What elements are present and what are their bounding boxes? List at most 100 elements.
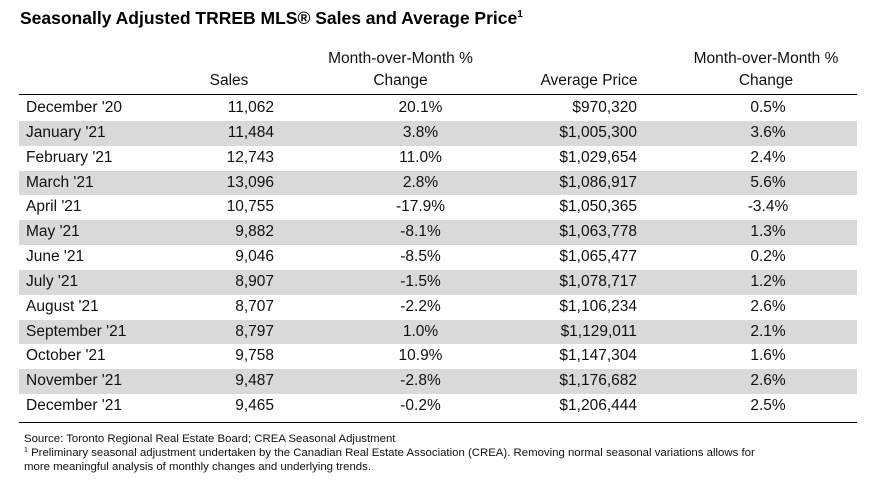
cell-price-mom: 1.6% <box>750 347 786 365</box>
cell-avg-price: $970,320 <box>572 99 637 116</box>
cell-sales: 9,465 <box>235 397 274 415</box>
cell-month: December '21 <box>26 397 123 415</box>
cell-price-mom: 2.5% <box>750 397 786 415</box>
cell-month: October '21 <box>26 347 106 365</box>
cell-sales-mom: -0.2% <box>400 397 441 415</box>
header-price-mom: Month-over-Month % Change <box>676 48 856 92</box>
source-text: Source: Toronto Regional Real Estate Boa… <box>24 433 396 445</box>
header-avg-price-label: Average Price <box>540 72 638 89</box>
table-row: December '21 9,465 -0.2% $1,206,444 2.5% <box>19 394 857 419</box>
cell-price-mom: 1.3% <box>750 223 786 241</box>
table-title: Seasonally Adjusted TRREB MLS® Sales and… <box>20 8 523 29</box>
table-row: October '21 9,758 10.9% $1,147,304 1.6% <box>19 344 857 369</box>
table-row: November '21 9,487 -2.8% $1,176,682 2.6% <box>19 369 857 395</box>
cell-avg-price: $1,065,477 <box>559 248 637 266</box>
cell-price-mom: -3.4% <box>747 198 789 216</box>
data-table-body: December '20 11,062 20.1% $970,320 0.5% Janua… <box>19 96 857 419</box>
cell-sales: 12,743 <box>226 148 274 166</box>
cell-price-mom: 2.4% <box>750 148 786 166</box>
footnote-line1-text: Preliminary seasonal adjustment undertak… <box>27 447 755 459</box>
cell-avg-price: $1,086,917 <box>559 173 637 191</box>
cell-avg-price: $1,129,011 <box>560 322 637 340</box>
cell-month: November '21 <box>26 372 123 390</box>
cell-sales: 11,484 <box>227 123 274 141</box>
footnote-line2: more meaningful analysis of monthly chan… <box>24 461 371 473</box>
cell-avg-price: $1,176,682 <box>559 372 637 390</box>
cell-avg-price: $1,147,304 <box>559 347 637 365</box>
bottom-rule <box>19 422 857 423</box>
cell-price-mom: 0.5% <box>750 99 786 116</box>
table-row: December '20 11,062 20.1% $970,320 0.5% <box>19 96 857 121</box>
cell-sales-mom: -1.5% <box>400 272 441 290</box>
cell-month: September '21 <box>26 322 127 340</box>
cell-month: April '21 <box>26 198 82 216</box>
cell-price-mom: 0.2% <box>750 248 786 266</box>
cell-month: February '21 <box>26 148 113 166</box>
cell-sales: 9,758 <box>235 347 274 365</box>
cell-sales: 9,487 <box>235 372 274 390</box>
table-row: January '21 11,484 3.8% $1,005,300 3.6% <box>19 120 857 146</box>
cell-sales-mom: -8.1% <box>400 223 441 241</box>
header-price-mom-line1: Month-over-Month % <box>693 50 839 67</box>
source-note: Source: Toronto Regional Real Estate Boa… <box>24 433 395 446</box>
cell-avg-price: $1,063,778 <box>559 223 637 241</box>
cell-month: May '21 <box>26 223 80 241</box>
title-footnote-marker: 1 <box>517 9 523 20</box>
cell-sales: 8,797 <box>235 322 274 340</box>
footnote: 1 Preliminary seasonal adjustment undert… <box>24 447 755 474</box>
cell-month: July '21 <box>26 272 79 290</box>
footnote-marker: 1 <box>24 447 28 454</box>
cell-sales: 10,755 <box>226 198 274 216</box>
title-text: Seasonally Adjusted TRREB MLS® Sales and… <box>20 8 518 28</box>
cell-sales-mom: 11.0% <box>399 148 442 166</box>
header-sales-label: Sales <box>209 72 249 89</box>
cell-sales-mom: -17.9% <box>395 198 446 216</box>
cell-avg-price: $1,050,365 <box>559 198 637 216</box>
table-row: March '21 13,096 2.8% $1,086,917 5.6% <box>19 170 857 196</box>
cell-month: June '21 <box>26 248 85 266</box>
header-price-mom-line2: Change <box>738 72 794 89</box>
cell-sales-mom: 1.0% <box>402 322 439 340</box>
cell-sales: 9,046 <box>235 248 274 266</box>
cell-price-mom: 2.6% <box>750 297 786 315</box>
cell-avg-price: $1,005,300 <box>559 123 637 141</box>
cell-month: March '21 <box>26 173 94 191</box>
table-row: April '21 10,755 -17.9% $1,050,365 -3.4% <box>19 195 857 220</box>
cell-avg-price: $1,078,717 <box>559 272 637 290</box>
header-sales-mom-line2: Change <box>373 72 428 89</box>
cell-sales-mom: -2.2% <box>400 297 441 315</box>
cell-avg-price: $1,106,234 <box>559 297 637 315</box>
cell-sales: 8,707 <box>235 297 274 315</box>
cell-sales: 11,062 <box>227 99 274 116</box>
cell-sales-mom: 3.8% <box>402 123 439 141</box>
header-sales-mom: Month-over-Month % Change <box>309 48 492 92</box>
cell-avg-price: $1,206,444 <box>559 397 637 415</box>
header-sales: Sales <box>184 70 274 92</box>
cell-price-mom: 3.6% <box>750 123 786 141</box>
header-avg-price: Average Price <box>519 70 659 92</box>
cell-avg-price: $1,029,654 <box>559 148 637 166</box>
header-rule <box>19 94 857 95</box>
footnote-line1: 1 Preliminary seasonal adjustment undert… <box>24 447 755 461</box>
cell-sales-mom: -8.5% <box>400 248 441 266</box>
cell-price-mom: 1.2% <box>750 272 786 290</box>
table-row: February '21 12,743 11.0% $1,029,654 2.4% <box>19 146 857 171</box>
table-row: May '21 9,882 -8.1% $1,063,778 1.3% <box>19 220 857 246</box>
cell-sales: 8,907 <box>235 272 274 290</box>
table-row: July '21 8,907 -1.5% $1,078,717 1.2% <box>19 269 857 295</box>
cell-price-mom: 5.6% <box>750 173 786 191</box>
cell-sales-mom: 2.8% <box>402 173 439 191</box>
cell-price-mom: 2.6% <box>750 372 786 390</box>
cell-month: August '21 <box>26 297 99 315</box>
cell-month: January '21 <box>26 123 106 141</box>
table-row: September '21 8,797 1.0% $1,129,011 2.1% <box>19 319 857 345</box>
header-sales-mom-line1: Month-over-Month % <box>328 50 473 67</box>
cell-sales: 9,882 <box>235 223 274 241</box>
cell-sales-mom: 20.1% <box>398 99 443 116</box>
table-row: August '21 8,707 -2.2% $1,106,234 2.6% <box>19 295 857 320</box>
cell-sales-mom: -2.8% <box>400 372 441 390</box>
table-row: June '21 9,046 -8.5% $1,065,477 0.2% <box>19 245 857 270</box>
cell-month: December '20 <box>26 99 123 116</box>
cell-sales-mom: 10.9% <box>398 347 443 365</box>
cell-sales: 13,096 <box>226 173 274 191</box>
